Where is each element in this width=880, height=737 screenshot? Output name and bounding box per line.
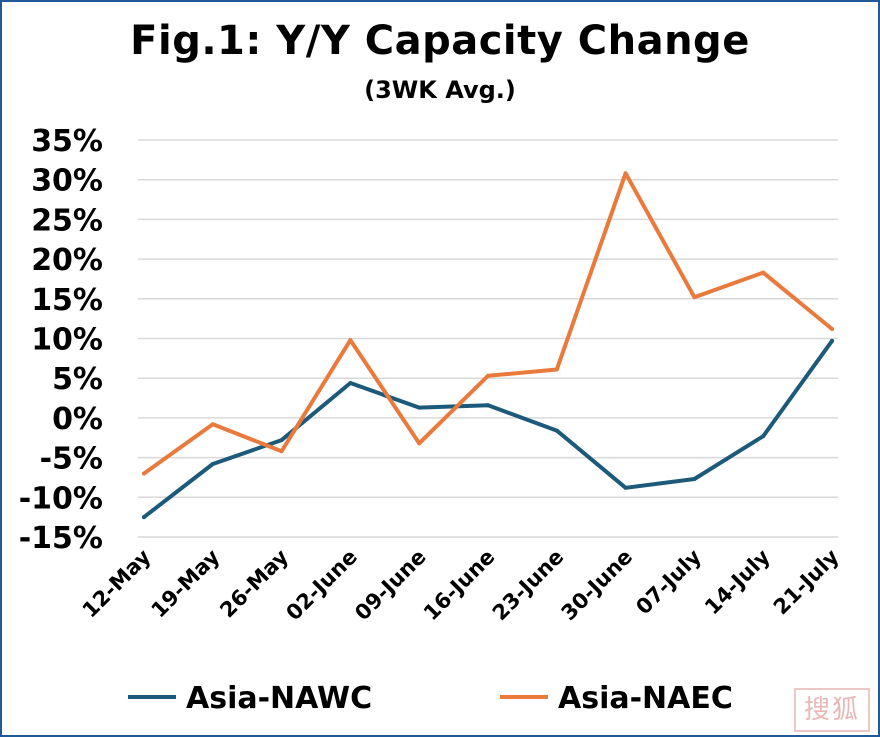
legend: Asia-NAWC Asia-NAEC [128,681,733,716]
data-point [554,428,559,433]
x-tick-label: 14-July [700,544,775,619]
x-tick-label: 21-July [769,544,844,619]
x-tick-label: 09-June [350,545,431,626]
data-point [830,326,834,331]
x-tick-label: 30-June [557,545,638,626]
watermark-stamp: 搜狐 [794,688,870,732]
y-tick-label: 5% [52,362,103,397]
data-point [210,461,215,466]
chart-title: Fig.1: Y/Y Capacity Change [130,18,750,64]
data-point [692,295,697,300]
data-point [830,338,834,343]
data-point [761,270,766,275]
gridlines [138,139,838,538]
y-tick-label: -15% [19,521,103,556]
x-tick-label: 16-June [419,545,500,626]
y-tick-label: 15% [31,283,103,318]
data-point [142,471,146,476]
data-point [761,434,766,439]
y-axis-tick-labels: -15% -10% -5% 0% 5% 10% 15% 20% 25% 30% 35% [19,124,103,556]
data-point [417,441,422,446]
legend-label: Asia-NAWC [186,681,372,716]
data-point [279,449,284,454]
data-point [623,485,628,490]
chart-subtitle: (3WK Avg.) [364,76,516,104]
data-point [348,338,353,343]
data-point [210,422,215,427]
data-point [692,477,697,482]
x-axis-tick-labels: 12-May19-May26-May02-June09-June16-June2… [78,544,844,625]
y-tick-label: 0% [52,402,103,437]
data-point [554,367,559,372]
x-tick-label: 07-July [631,544,706,619]
y-tick-label: 30% [31,164,103,199]
y-tick-label: 25% [31,203,103,238]
y-tick-label: -5% [40,442,103,477]
x-tick-label: 26-May [215,544,293,622]
series-line-asia-naec [142,171,834,476]
y-tick-label: 35% [31,124,103,159]
series-line-asia-nawc [142,338,834,520]
data-point [417,405,422,410]
data-point [348,380,353,385]
legend-label: Asia-NAEC [558,681,733,716]
y-tick-label: 20% [31,243,103,278]
data-point [279,438,284,443]
x-tick-label: 02-June [281,545,362,626]
x-tick-label: 12-May [78,544,156,622]
data-point [486,403,490,408]
x-tick-label: 23-June [488,545,569,626]
data-point [486,373,490,378]
data-point [142,515,146,520]
y-tick-label: -10% [19,481,103,516]
x-tick-label: 19-May [147,544,225,622]
y-tick-label: 10% [31,323,103,358]
data-point [623,171,628,176]
series-lines [142,171,834,520]
